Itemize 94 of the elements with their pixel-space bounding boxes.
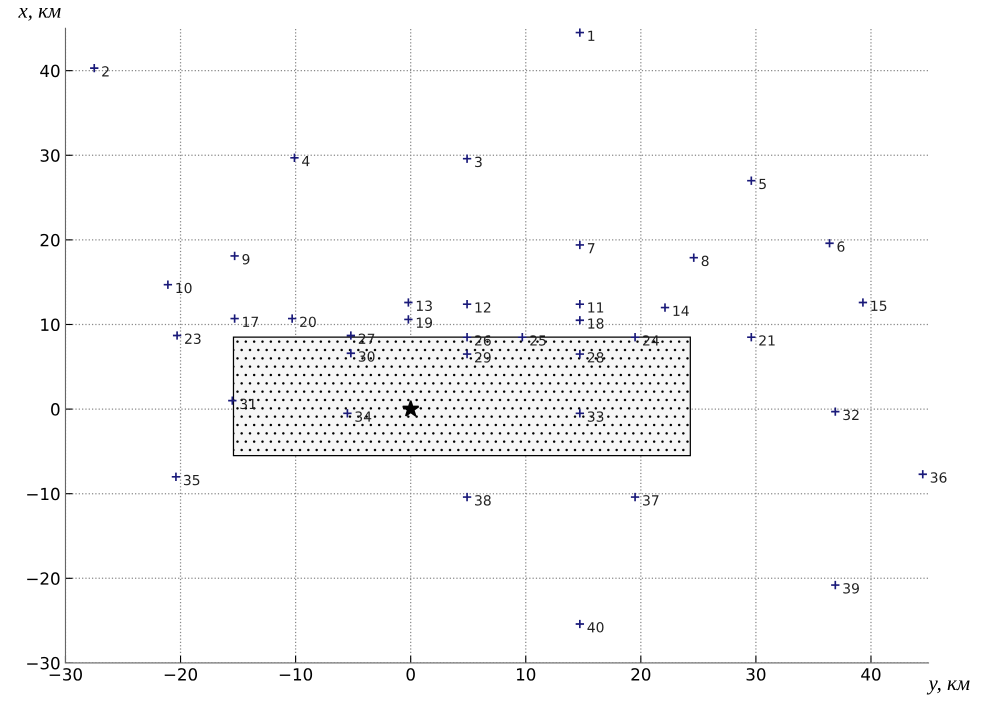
- annotation: 19: [416, 317, 432, 328]
- point: [402, 400, 420, 417]
- point: [462, 332, 472, 342]
- point: [574, 240, 585, 250]
- point: [403, 297, 414, 308]
- point: [230, 250, 240, 261]
- point: [342, 408, 352, 418]
- annotation: 11: [588, 302, 604, 313]
- point: [517, 332, 528, 342]
- x-tick-label: 0: [406, 668, 415, 681]
- annotation: 13: [416, 300, 432, 312]
- annotation: 23: [185, 334, 201, 344]
- point: [346, 330, 356, 340]
- point: [918, 469, 928, 480]
- point: [162, 280, 173, 290]
- annotation: 8: [702, 256, 709, 266]
- annotation: 36: [930, 472, 946, 483]
- annotation: 40: [587, 622, 604, 633]
- point: [830, 406, 840, 417]
- annotation: 10: [176, 282, 192, 294]
- annotation: 24: [643, 335, 659, 346]
- point: [630, 492, 640, 502]
- annotation: 37: [643, 495, 659, 506]
- y-tick-label: 0: [51, 403, 60, 416]
- y-tick-label: 20: [40, 234, 60, 246]
- point: [824, 238, 835, 248]
- annotation: 35: [184, 474, 200, 486]
- annotation: 28: [588, 352, 604, 363]
- annotation: 12: [476, 302, 490, 313]
- annotation: 30: [358, 351, 375, 362]
- point: [462, 349, 472, 360]
- annotation: 17: [243, 316, 258, 327]
- annotation: 14: [673, 306, 689, 316]
- y-tick-label: 40: [40, 64, 60, 78]
- point: [574, 408, 585, 418]
- annotation: 39: [843, 583, 859, 594]
- x-tick-label: −30: [50, 668, 82, 681]
- point: [574, 315, 585, 326]
- point: [746, 176, 756, 186]
- y-tick-label: −20: [27, 572, 60, 585]
- x-axis-title: y, км: [926, 680, 970, 694]
- annotation: 2: [102, 66, 109, 76]
- x-tick-label: −10: [280, 668, 312, 681]
- annotation: 32: [843, 410, 859, 420]
- y-axis-title: x, км: [18, 8, 61, 21]
- annotation: 26: [475, 335, 491, 346]
- annotation: 6: [837, 241, 844, 252]
- point: [287, 314, 298, 324]
- point: [688, 252, 699, 263]
- annotation: 34: [355, 411, 372, 422]
- point: [462, 154, 472, 164]
- annotation: 20: [300, 316, 316, 328]
- y-tick-label: 10: [41, 318, 60, 332]
- point: [660, 302, 670, 313]
- annotation: 18: [588, 318, 604, 329]
- annotation: 21: [759, 335, 775, 346]
- point: [746, 332, 756, 342]
- x-tick-label: 40: [861, 668, 880, 681]
- point: [89, 63, 100, 74]
- point: [172, 330, 182, 340]
- annotation: 7: [588, 243, 594, 254]
- y-tick-label: −10: [27, 488, 60, 500]
- point: [462, 299, 472, 310]
- point: [858, 297, 868, 308]
- annotation: 31: [240, 398, 256, 410]
- point: [830, 580, 840, 590]
- y-tick-label: −30: [27, 656, 60, 670]
- annotation: 33: [588, 411, 604, 422]
- point: [230, 314, 240, 324]
- point: [462, 492, 472, 502]
- point: [170, 472, 181, 482]
- annotation: 15: [871, 300, 886, 312]
- annotation: 38: [475, 495, 491, 506]
- annotation: 29: [475, 352, 491, 363]
- annotation: 5: [759, 178, 766, 190]
- point: [289, 152, 300, 163]
- x-tick-label: 20: [631, 668, 650, 681]
- x-tick-label: 30: [746, 668, 766, 681]
- x-tick-label: −20: [164, 668, 198, 681]
- annotation: 9: [242, 254, 250, 264]
- point: [574, 299, 585, 310]
- point: [403, 314, 414, 324]
- annotation: 1: [588, 30, 594, 41]
- annotation: 3: [475, 156, 482, 168]
- x-tick-label: 10: [516, 668, 536, 681]
- point: [574, 618, 585, 629]
- point: [630, 332, 640, 342]
- annotation: 25: [530, 335, 546, 346]
- y-tick-label: 30: [40, 149, 60, 162]
- point: [227, 396, 238, 406]
- annotation: 4: [302, 156, 310, 166]
- point: [574, 349, 585, 360]
- point: [574, 28, 585, 38]
- point: [346, 348, 356, 358]
